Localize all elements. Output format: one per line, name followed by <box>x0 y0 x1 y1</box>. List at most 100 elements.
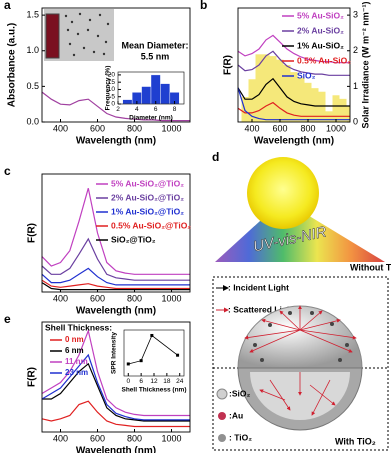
panel-label: e <box>4 312 11 326</box>
x-tick-label: 1000 <box>326 124 346 134</box>
rays <box>244 305 357 416</box>
y-tick-label: 15 <box>108 79 116 86</box>
diagram-d: d UV-vis-NIR Without TiO₂ : Incident Lig… <box>212 150 391 451</box>
series-line <box>42 362 190 422</box>
irradiance-bar <box>248 79 256 122</box>
panel-label: c <box>4 164 11 178</box>
series-line <box>41 328 190 417</box>
sun <box>247 157 319 229</box>
x-tick-label: 24 <box>176 378 184 385</box>
series-line <box>128 334 178 365</box>
x-tick-label: 12 <box>150 378 158 385</box>
series-line <box>237 77 350 107</box>
x-axis-label: Diameter (nm) <box>129 115 173 122</box>
irradiance-bar <box>255 54 263 122</box>
with-label: With TiO₂ <box>335 436 376 446</box>
legend-label: 0.5% Au-SiO₂@TiO₂ <box>111 220 191 230</box>
x-tick-label: 400 <box>53 434 68 444</box>
legend-label: 0 nm <box>65 335 84 344</box>
irradiance-bar <box>290 72 298 122</box>
hist-bar <box>141 86 152 105</box>
series-line <box>41 188 190 275</box>
incident-label: : Incident Light <box>228 282 289 292</box>
irradiance-bar <box>318 91 326 122</box>
x-axis-label: Wavelength (nm) <box>254 136 334 147</box>
x-tick-label: 1000 <box>161 124 181 134</box>
y-axis-label: Frequency (%) <box>105 66 112 111</box>
y2-axis-label: Solar Irradiance (W m⁻² nm⁻¹) <box>360 1 370 128</box>
series-line <box>41 279 190 290</box>
y-tick-label: 1.5 <box>26 10 39 20</box>
irradiance-bar <box>311 88 319 122</box>
panel-label: a <box>4 0 11 12</box>
light-beam <box>215 200 385 262</box>
irradiance-bar <box>339 98 347 122</box>
legend-label: SiO₂@TiO₂ <box>111 234 156 244</box>
scattered-label: : Scattered Light <box>228 304 295 314</box>
sphere-core <box>250 372 350 420</box>
x-tick-label: 1000 <box>161 434 181 444</box>
annotation: 5.5 nm <box>141 51 170 61</box>
irradiance-bar <box>269 56 277 122</box>
irradiance-bar <box>332 95 340 122</box>
series-marker <box>126 362 130 366</box>
x-tick-label: 600 <box>90 294 105 304</box>
y-axis-label: F(R) <box>27 367 38 387</box>
series-marker <box>150 333 154 337</box>
legend-tio2: : TiO₂ <box>229 432 252 442</box>
plot-frame <box>237 7 351 123</box>
tem-particles <box>64 12 110 57</box>
y2-tick-label: 2 <box>353 45 358 55</box>
hist-bar <box>150 74 161 105</box>
plot-frame <box>41 173 191 293</box>
x-tick-label: 800 <box>127 294 142 304</box>
irradiance-bar <box>276 59 284 122</box>
irradiance-bar <box>262 54 270 122</box>
y-tick-label: 1.0 <box>26 45 39 55</box>
legend-label: 23 nm <box>65 368 88 377</box>
y-axis-label: F(R) <box>223 55 234 75</box>
y-axis-label: Absorbance (a.u.) <box>7 23 18 107</box>
series-line <box>41 91 190 122</box>
y-tick-label: 20 <box>108 72 116 79</box>
legend-title: Shell Thickness: <box>45 322 112 332</box>
series-line <box>237 101 350 117</box>
series-line <box>237 50 350 76</box>
legend-label: 0.5% Au-SiO₂ <box>297 55 351 65</box>
panel-label: d <box>212 150 219 164</box>
legend-label: 1% Au-SiO₂ <box>297 40 344 50</box>
y-tick-label: 0.0 <box>26 116 39 126</box>
panel-label: b <box>200 0 207 12</box>
sio2-icon <box>216 388 228 400</box>
x-tick-label: 400 <box>53 294 68 304</box>
x-tick-label: 18 <box>163 378 171 385</box>
hist-bar <box>160 83 171 105</box>
legend-sio2: :SiO₂ <box>229 388 250 398</box>
legend-label: 5% Au-SiO₂ <box>297 10 344 20</box>
tio2-icon <box>218 434 226 442</box>
x-tick-label: 2 <box>116 106 120 113</box>
x-tick-label: 600 <box>90 124 105 134</box>
frame <box>212 276 389 451</box>
y-tick-label: 0 <box>111 101 115 108</box>
x-tick-label: 1000 <box>161 294 181 304</box>
sphere-dots <box>253 311 349 362</box>
legend-label: 5% Au-SiO₂@TiO₂ <box>111 178 184 188</box>
inset-bg <box>124 330 184 376</box>
y-axis-label: F(R) <box>27 223 38 243</box>
x-tick-label: 800 <box>127 434 142 444</box>
y2-tick-label: 1 <box>353 81 358 91</box>
series-line <box>237 87 350 121</box>
x-tick-label: 600 <box>272 124 287 134</box>
x-tick-label: 8 <box>173 106 177 113</box>
x-tick-label: 800 <box>300 124 315 134</box>
legend-label: 2% Au-SiO₂ <box>297 25 344 35</box>
x-axis-label: Wavelength (nm) <box>76 136 156 147</box>
x-tick-label: 6 <box>139 378 143 385</box>
x-tick-label: 400 <box>53 124 68 134</box>
plot-frame <box>117 71 185 105</box>
y-axis-label: SPR Intensity <box>111 332 118 374</box>
au-icon <box>218 412 226 420</box>
series-line <box>41 237 190 281</box>
